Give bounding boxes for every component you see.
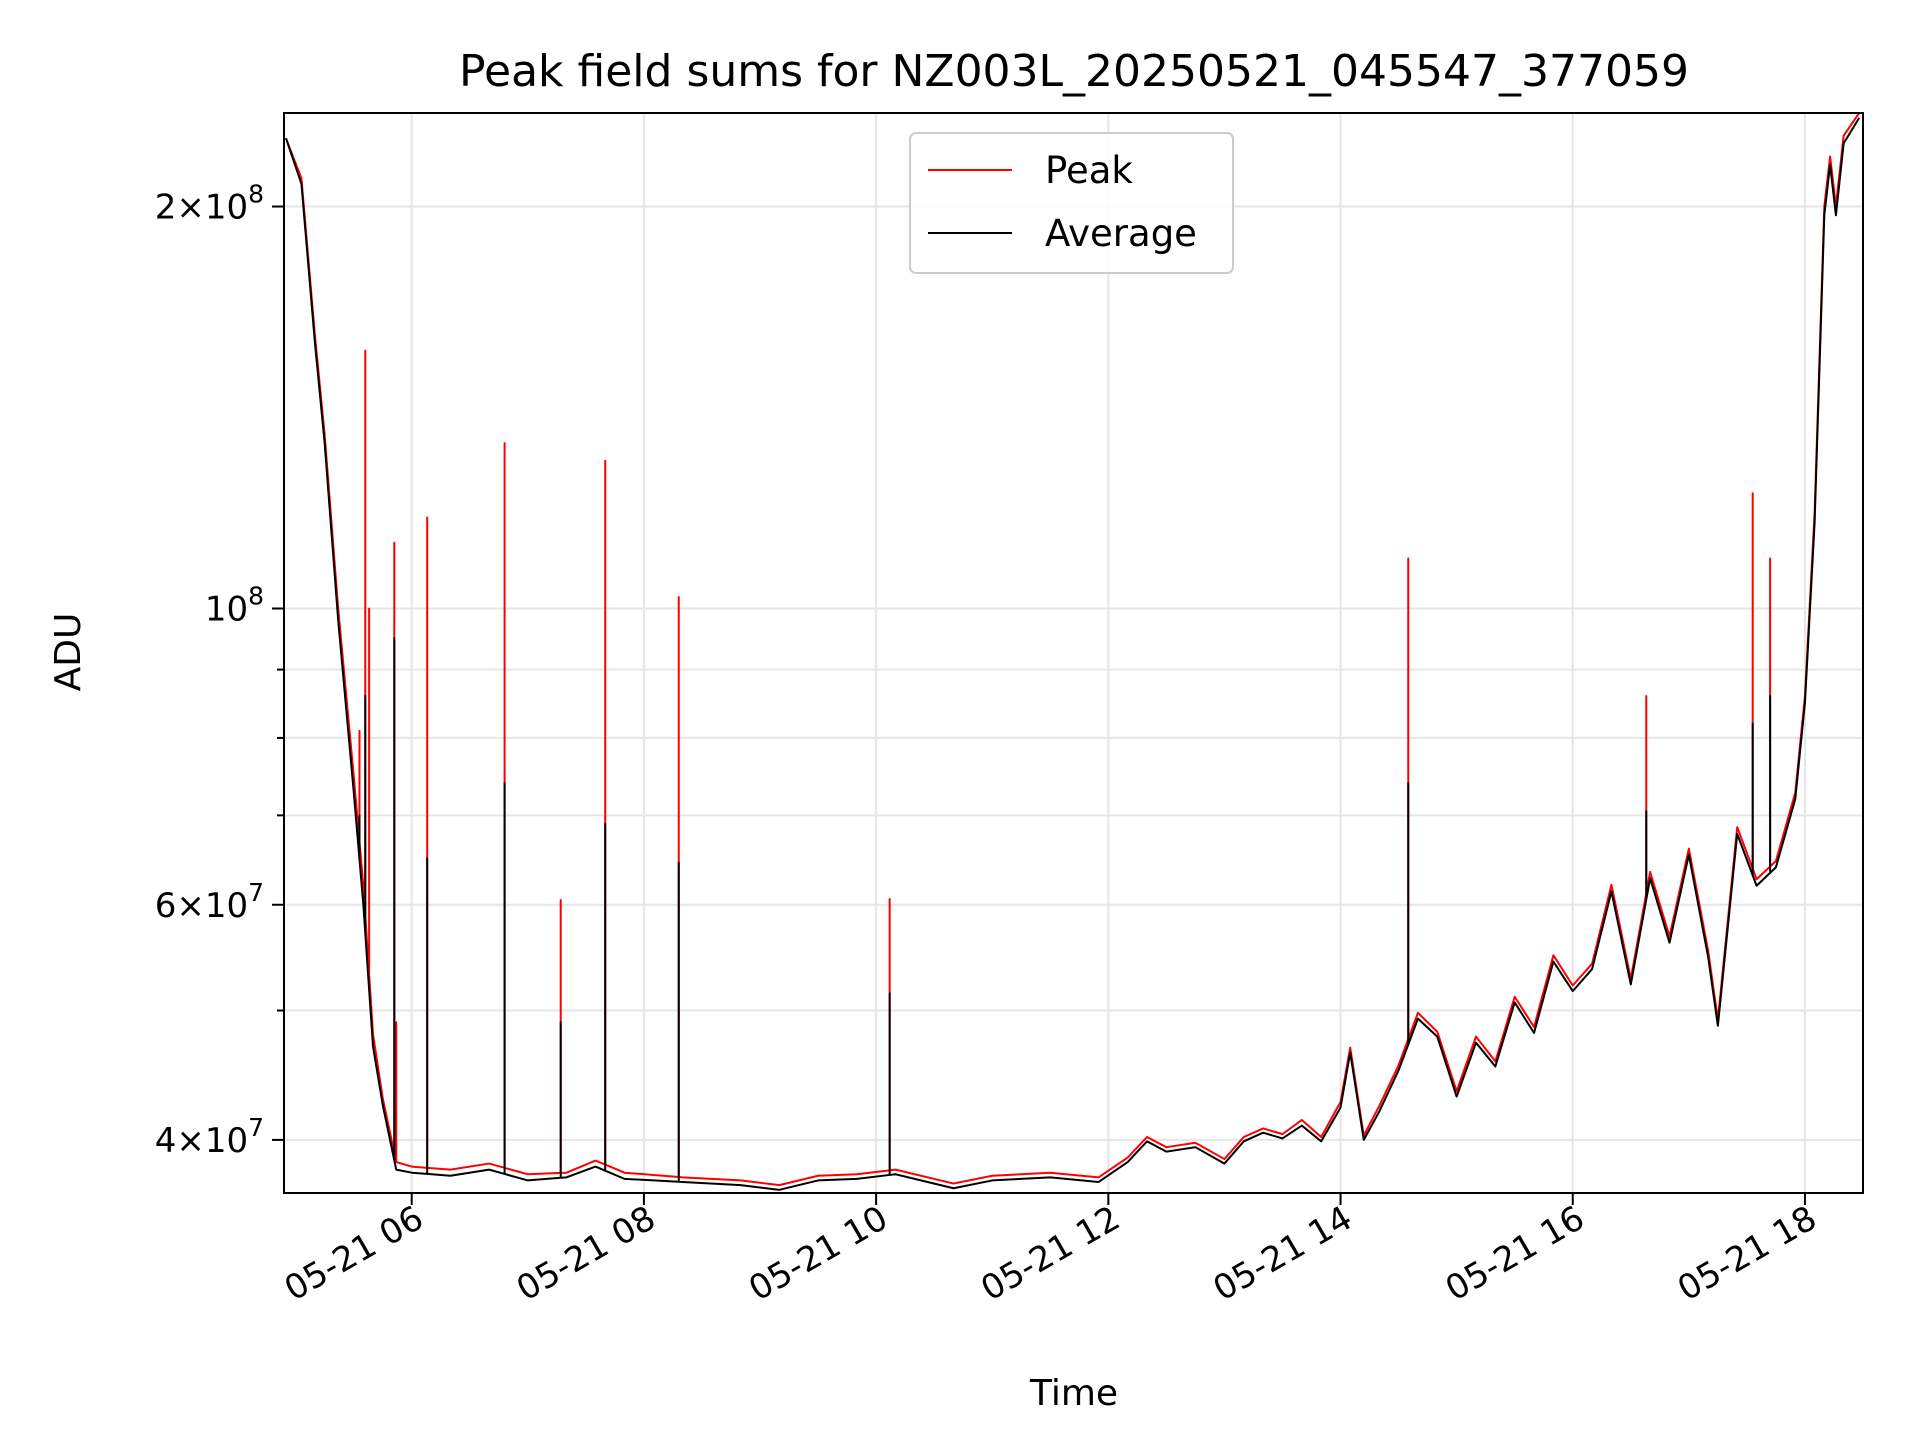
plot-area-frame [283, 112, 1864, 1194]
y-tick-label: 2×108 [155, 180, 264, 228]
chart-title: Peak field sums for NZ003L_20250521_0455… [459, 46, 1689, 97]
legend-frame [909, 132, 1234, 274]
x-tick-label: 05-21 16 [1439, 1198, 1591, 1309]
grid-lines [284, 113, 1863, 1193]
x-tick-label: 05-21 12 [974, 1198, 1126, 1309]
legend: Peak Average [909, 132, 1234, 274]
y-tick-label: 4×107 [155, 1113, 264, 1161]
y-tick-label: 6×107 [155, 878, 264, 926]
x-tick-label: 05-21 18 [1671, 1198, 1823, 1309]
series-average [284, 117, 1860, 1191]
y-axis-label: ADU [48, 613, 89, 692]
x-tick-label: 05-21 06 [278, 1198, 430, 1309]
x-tick-label: 05-21 08 [510, 1198, 662, 1309]
y-tick-label: 108 [205, 582, 264, 630]
series-line-average [284, 117, 1860, 1191]
series-layer [284, 112, 1860, 1191]
x-tick-label: 05-21 14 [1207, 1198, 1359, 1309]
x-tick-label: 05-21 10 [742, 1198, 894, 1309]
legend-average-label: Average [1045, 212, 1197, 255]
x-axis-label: Time [1029, 1373, 1118, 1414]
legend-peak-label: Peak [1045, 149, 1133, 192]
